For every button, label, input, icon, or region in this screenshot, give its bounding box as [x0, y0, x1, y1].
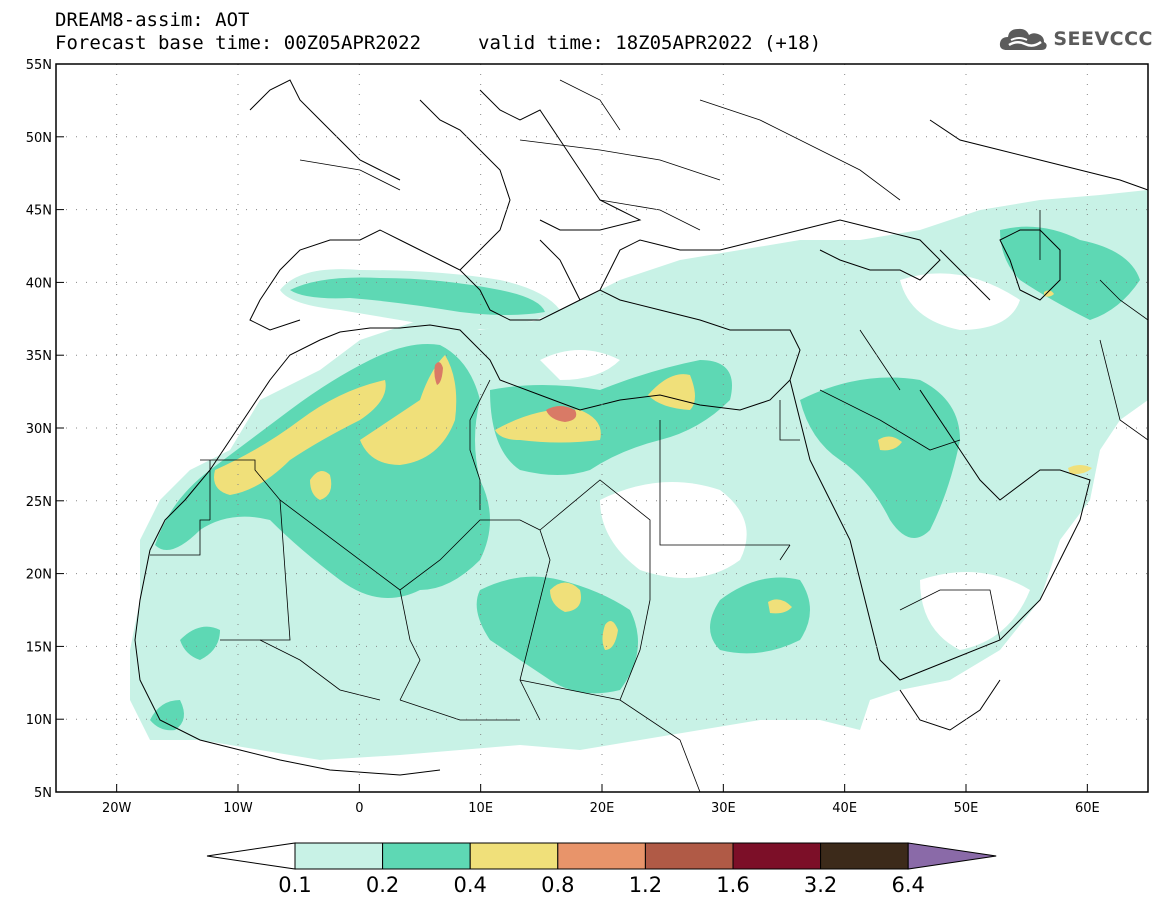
- lat-tick-label: 50N: [26, 131, 52, 146]
- colorbar-segment-6: [820, 842, 909, 870]
- lon-tick-label: 20W: [102, 801, 132, 816]
- colorbar-segment-5: [732, 842, 822, 870]
- forecast-base-time: Forecast base time: 00Z05APR2022: [55, 32, 422, 54]
- lon-tick-label: 0: [355, 801, 363, 816]
- colorbar-level-label: 0.8: [541, 873, 575, 897]
- political-borders: [150, 79, 1148, 792]
- lat-tick-label: 20N: [26, 568, 52, 583]
- cloud-icon: [1000, 28, 1047, 50]
- lon-tick-label: 10W: [223, 801, 253, 816]
- lat-tick-label: 25N: [26, 495, 52, 510]
- latitude-ticks: 5N 10N 15N 20N 25N 30N 35N 40N 45N 50N 55N: [26, 58, 64, 801]
- colorbar-segment-3: [557, 842, 646, 870]
- colorbar-low-triangle: [206, 842, 296, 870]
- lat-tick-label: 10N: [26, 713, 52, 728]
- colorbar-level-label: 1.2: [628, 873, 663, 897]
- lon-tick-label: 10E: [468, 801, 493, 816]
- lon-tick-label: 40E: [832, 801, 857, 816]
- colorbar-segment-0: [294, 842, 384, 870]
- lat-tick-label: 15N: [26, 640, 52, 655]
- aot-band-0.4-0.8: [214, 290, 1092, 650]
- lon-tick-label: 20E: [590, 801, 615, 816]
- colorbar-level-label: 3.2: [803, 873, 838, 897]
- lat-tick-label: 55N: [26, 58, 52, 73]
- colorbar-level-label: 1.6: [716, 873, 750, 897]
- colorbar: [206, 842, 997, 870]
- gridlines: [56, 64, 1148, 792]
- valid-time: valid time: 18Z05APR2022 (+18): [478, 32, 822, 54]
- lat-tick-label: 40N: [26, 276, 52, 291]
- lon-tick-label: 50E: [954, 801, 979, 816]
- lat-tick-label: 35N: [26, 349, 52, 364]
- colorbar-level-label: 0.2: [365, 873, 400, 897]
- colorbar-level-label: 0.4: [453, 873, 487, 897]
- colorbar-segment-4: [644, 842, 734, 870]
- aot-shading: [130, 190, 1148, 760]
- lat-tick-label: 45N: [26, 204, 52, 219]
- coastlines: [134, 79, 1148, 776]
- lat-tick-label: 30N: [26, 422, 52, 437]
- lon-tick-label: 30E: [711, 801, 736, 816]
- map-title: DREAM8-assim: AOT: [55, 9, 250, 31]
- logo-text: SEEVCCC: [1053, 28, 1153, 50]
- colorbar-segment-2: [469, 842, 559, 870]
- colorbar-level-label: 0.1: [278, 873, 312, 897]
- lon-tick-label: 60E: [1075, 801, 1100, 816]
- lat-tick-label: 5N: [34, 786, 52, 801]
- longitude-ticks: 20W 10W 0 10E 20E 30E 40E 50E 60E: [102, 784, 1100, 816]
- seevccc-logo: SEEVCCC: [997, 22, 1153, 56]
- aot-band-0.8-1.2: [434, 362, 577, 422]
- colorbar-high-triangle: [907, 842, 997, 870]
- aot-clear-areas: [540, 273, 1030, 650]
- colorbar-segment-1: [382, 842, 471, 870]
- colorbar-level-label: 6.4: [891, 873, 925, 897]
